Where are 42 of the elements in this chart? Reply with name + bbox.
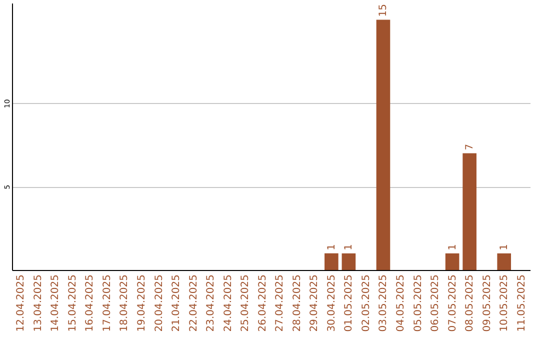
x-tick-label: 12.04.2025 — [16, 274, 27, 332]
x-tick-label: 28.04.2025 — [292, 274, 303, 332]
x-tick-label: 29.04.2025 — [309, 274, 320, 332]
data-label: 7 — [464, 144, 476, 150]
x-tick-label: 01.05.2025 — [344, 274, 355, 332]
data-label: 15 — [378, 4, 390, 17]
x-tick-label: 06.05.2025 — [430, 274, 442, 332]
x-tick-label: 11.05.2025 — [516, 274, 528, 332]
x-tick-label: 26.04.2025 — [257, 274, 268, 332]
data-label: 1 — [344, 244, 355, 250]
data-label: 1 — [326, 244, 338, 250]
bar — [324, 253, 338, 270]
x-tick-label: 07.05.2025 — [447, 274, 458, 332]
bar — [462, 153, 476, 270]
x-tick-label: 08.05.2025 — [464, 274, 476, 332]
data-label: 1 — [447, 244, 458, 250]
x-tick-label: 15.04.2025 — [67, 274, 78, 332]
x-tick-label: 20.04.2025 — [154, 274, 165, 332]
x-tick-label: 09.05.2025 — [482, 274, 493, 332]
x-tick-label: 21.04.2025 — [171, 274, 182, 332]
x-tick-label: 30.04.2025 — [326, 274, 338, 332]
x-tick-label: 17.04.2025 — [102, 274, 113, 332]
bar — [445, 253, 460, 270]
x-tick-label: 23.04.2025 — [206, 274, 217, 332]
bar — [342, 253, 356, 270]
bar — [497, 253, 512, 270]
x-tick-label: 14.04.2025 — [50, 274, 62, 332]
x-tick-label: 13.04.2025 — [32, 274, 44, 332]
x-tick-label: 22.04.2025 — [188, 274, 200, 332]
x-tick-label: 02.05.2025 — [360, 274, 372, 332]
x-tick-label: 10.05.2025 — [499, 274, 510, 332]
x-tick-label: 16.04.2025 — [84, 274, 96, 332]
x-tick-label: 19.04.2025 — [136, 274, 148, 332]
x-tick-label: 25.04.2025 — [240, 274, 252, 332]
x-tick-label: 27.04.2025 — [274, 274, 286, 332]
x-tick-label: 03.05.2025 — [378, 274, 390, 332]
x-tick-label: 18.04.2025 — [119, 274, 130, 332]
x-tick-label: 04.05.2025 — [396, 274, 406, 332]
bar — [376, 20, 390, 270]
x-tick-label: 24.04.2025 — [222, 274, 234, 332]
x-tick-label: 05.05.2025 — [412, 274, 424, 332]
data-label: 1 — [499, 244, 510, 250]
